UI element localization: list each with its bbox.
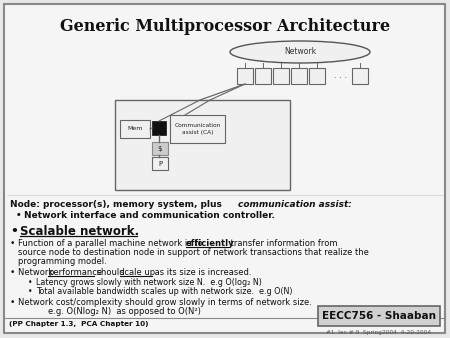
Text: $: $ [158, 145, 162, 151]
Text: Latency grows slowly with network size N.  e.g O(log₂ N): Latency grows slowly with network size N… [36, 278, 262, 287]
Text: •: • [16, 211, 22, 220]
Bar [237, 68, 253, 84]
Bar [152, 121, 166, 135]
Text: Generic Multiprocessor Architecture: Generic Multiprocessor Architecture [60, 18, 390, 35]
Bar [120, 120, 150, 138]
Text: •: • [28, 278, 32, 287]
Bar [273, 68, 289, 84]
Bar [291, 68, 307, 84]
Text: •: • [28, 287, 32, 296]
Text: Scalable network.: Scalable network. [20, 225, 139, 238]
Text: transfer information from: transfer information from [228, 239, 338, 248]
Text: Total available bandwidth scales up with network size.  e.g O(N): Total available bandwidth scales up with… [36, 287, 292, 296]
Bar [152, 157, 168, 170]
Text: e.g. O(Nlog₂ N)  as opposed to O(N²): e.g. O(Nlog₂ N) as opposed to O(N²) [48, 307, 201, 316]
Text: source node to destination node in support of network transactions that realize : source node to destination node in suppo… [18, 248, 369, 257]
Bar [152, 142, 168, 155]
Text: Network: Network [18, 268, 56, 277]
Text: Node: processor(s), memory system, plus: Node: processor(s), memory system, plus [10, 200, 225, 209]
Bar [309, 68, 325, 84]
Text: communication assist:: communication assist: [238, 200, 352, 209]
Text: •: • [10, 225, 18, 238]
Text: Function of a parallel machine network is to: Function of a parallel machine network i… [18, 239, 205, 248]
Bar [255, 68, 271, 84]
Text: Mem: Mem [127, 126, 143, 131]
Bar [115, 100, 290, 190]
Bar [170, 115, 225, 143]
Text: Network interface and communication controller.: Network interface and communication cont… [24, 211, 275, 220]
Text: efficiently: efficiently [186, 239, 234, 248]
Text: scale up: scale up [120, 268, 155, 277]
Text: programming model.: programming model. [18, 257, 107, 266]
Text: . . .: . . . [334, 72, 347, 80]
Bar [352, 68, 368, 84]
Text: performance: performance [48, 268, 102, 277]
Text: #1  lec # 9  Spring2004  4-20-2004: #1 lec # 9 Spring2004 4-20-2004 [326, 330, 432, 335]
Bar [318, 306, 440, 326]
Text: P: P [158, 161, 162, 167]
Text: as its size is increased.: as its size is increased. [152, 268, 252, 277]
Ellipse shape [230, 41, 370, 63]
Text: (PP Chapter 1.3,  PCA Chapter 10): (PP Chapter 1.3, PCA Chapter 10) [9, 321, 148, 327]
Text: •: • [10, 239, 15, 248]
Text: EECC756 - Shaaban: EECC756 - Shaaban [322, 311, 436, 321]
Text: •: • [10, 298, 15, 307]
Text: Communication
assist (CA): Communication assist (CA) [175, 123, 220, 135]
Text: should: should [94, 268, 127, 277]
Text: Network: Network [284, 48, 316, 56]
Text: •: • [10, 268, 15, 277]
Text: Network cost/complexity should grow slowly in terms of network size.: Network cost/complexity should grow slow… [18, 298, 312, 307]
